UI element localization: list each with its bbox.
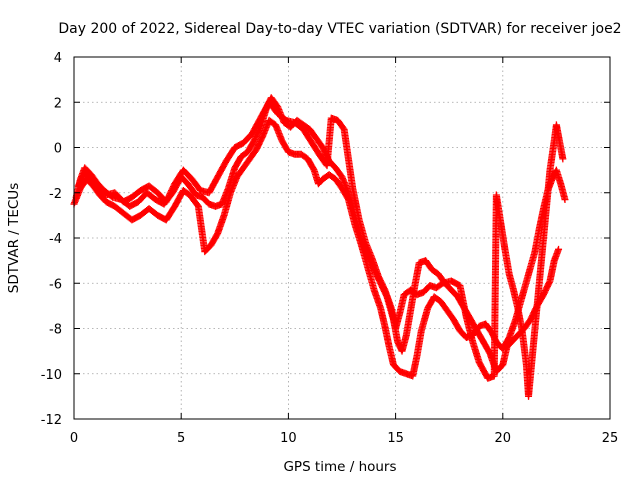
x-tick-label: 20 [495, 431, 512, 446]
data-point-marker [559, 155, 567, 163]
axis-ticks [73, 56, 611, 420]
y-tick-label: 0 [54, 142, 62, 157]
x-axis-title: GPS time / hours [283, 459, 396, 475]
series-track-c [74, 98, 567, 400]
y-axis-title: SDTVAR / TECUs [6, 183, 22, 293]
y-tick-label: 4 [54, 51, 62, 66]
data-point-marker [555, 245, 563, 253]
x-tick-label: 0 [70, 431, 78, 446]
y-tick-label: -6 [49, 277, 62, 292]
tick-labels: 0 5 10 15 20 25 -12 -10 -8 -6 -4 -2 0 2 4 [41, 51, 619, 446]
y-tick-label: -8 [49, 323, 62, 338]
y-tick-label: -10 [41, 368, 62, 383]
y-tick-label: -12 [41, 413, 62, 428]
y-tick-label: -4 [49, 232, 62, 247]
x-tick-label: 5 [177, 431, 185, 446]
y-tick-label: -2 [49, 187, 62, 202]
chart-title: Day 200 of 2022, Sidereal Day-to-day VTE… [58, 21, 621, 37]
x-tick-label: 15 [387, 431, 404, 446]
x-tick-label: 10 [280, 431, 297, 446]
y-tick-label: 2 [54, 96, 62, 111]
x-tick-label: 25 [602, 431, 619, 446]
data-point-marker [561, 196, 569, 204]
